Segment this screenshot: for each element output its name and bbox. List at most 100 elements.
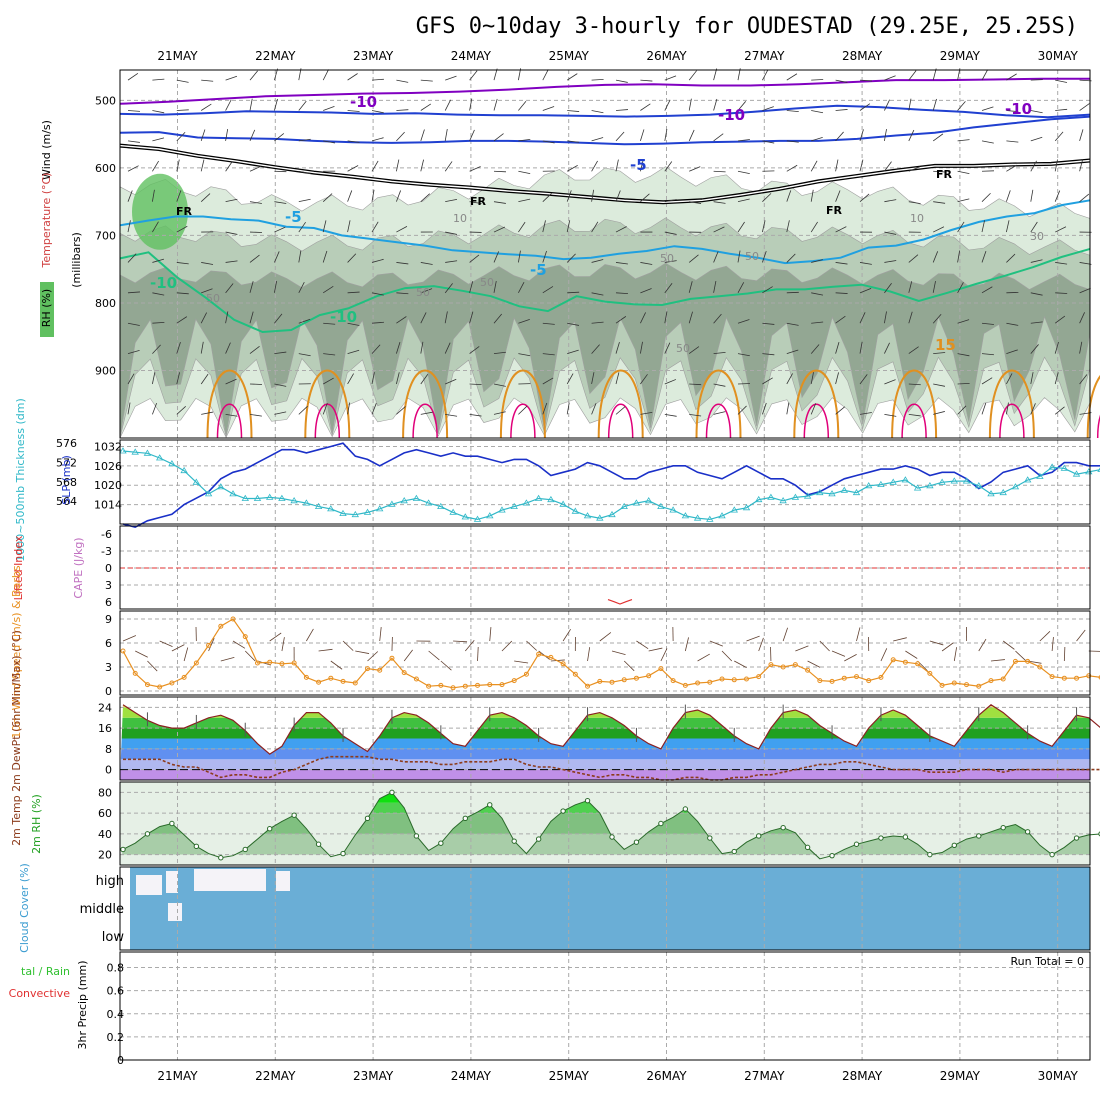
thickness-point [486, 512, 494, 519]
wind-barb [493, 133, 504, 142]
surface-wind-barb [709, 640, 723, 647]
lifted-index-line [607, 599, 633, 605]
surface-wind-barb [464, 639, 475, 652]
rh2m-point [144, 831, 151, 837]
wind-barb [859, 262, 872, 265]
wind-barb [1030, 403, 1036, 415]
wind-barb [859, 103, 871, 111]
wind-barb [1006, 402, 1009, 415]
wind-barb [1030, 221, 1038, 233]
wind-barb [884, 199, 897, 203]
surface-wind-barb [623, 660, 635, 672]
wind-barb [274, 313, 283, 324]
wind-barb [957, 198, 970, 203]
panel-precip [119, 951, 1091, 1061]
wind-barb [762, 106, 774, 111]
thickness-point [119, 447, 127, 454]
wind-barb [493, 383, 506, 387]
wind-barb [445, 413, 458, 417]
rh2m-point [1073, 835, 1080, 841]
wind-label: Wind (m/s) [40, 120, 53, 180]
surface-wind-barb [636, 640, 649, 650]
wind-speed-point [279, 661, 285, 667]
wind-barb [298, 198, 311, 203]
date-label-top: 22MAY [255, 49, 296, 63]
precip-tick: 0.6 [107, 985, 125, 998]
wind-barb [615, 190, 621, 202]
thickness-point [547, 495, 555, 503]
wind-barb [567, 349, 579, 354]
surface-wind-barb [660, 648, 668, 662]
wind-barb [664, 311, 668, 324]
wind-barb [469, 254, 480, 263]
surface-wind-barb [1002, 640, 1015, 650]
wind-barb [347, 190, 353, 202]
cape-axis-label: CAPE (J/kg) [72, 537, 85, 598]
temperature-contour-hot [1096, 414, 1100, 439]
wind-barb [762, 250, 767, 263]
surface-wind-barb [330, 660, 343, 670]
thickness-point [864, 482, 873, 489]
precip-tick: 0.8 [107, 962, 125, 975]
wind-barb [957, 170, 970, 175]
wind-barb [859, 159, 864, 172]
temp-band [120, 707, 1090, 718]
wind-barb [469, 98, 473, 111]
surface-wind-barb [208, 638, 215, 652]
panel-cloud [119, 866, 1091, 951]
thickness-point [620, 502, 628, 510]
wind-barb [518, 198, 531, 203]
wind-barb [1054, 190, 1061, 202]
thickness-point [926, 482, 934, 489]
wind-barb [591, 259, 604, 263]
thickness-point [204, 490, 213, 497]
wind-barb [688, 311, 693, 324]
temperature-contour-label: -10 [718, 106, 745, 124]
surface-wind-barb [306, 628, 314, 642]
temp-tick: 8 [105, 743, 112, 756]
wind-barb [249, 413, 262, 417]
wind-barb [298, 170, 311, 175]
wind-barb [322, 69, 329, 81]
wind-barb [933, 411, 945, 415]
wind-speed-point [805, 667, 811, 673]
wind-barb [884, 379, 896, 385]
thickness-line [122, 450, 1100, 521]
wind-barb [176, 292, 189, 295]
temperature-contour-warm [988, 369, 1035, 439]
wind-speed-line [122, 618, 1100, 689]
wind-barb [908, 311, 913, 324]
wind-barb [713, 280, 717, 293]
wind-barb [1054, 131, 1064, 142]
wind-barb [908, 346, 919, 354]
panel-wind10 [119, 610, 1091, 696]
wind-barb [1055, 292, 1068, 294]
rh2m-point [169, 820, 175, 827]
wind-speed-point [230, 616, 236, 622]
rh2m-point [242, 846, 248, 853]
wind-barb [908, 201, 921, 205]
rh2m-point [462, 815, 468, 822]
surface-wind-barb [562, 628, 571, 642]
thickness-point [706, 515, 714, 522]
surface-wind-barb [721, 650, 733, 662]
wind-barb [445, 198, 458, 203]
wind-speed-point [1074, 675, 1080, 681]
freezing-level-label: FR [826, 204, 843, 217]
wind-barb [933, 226, 945, 233]
wind-barb [347, 373, 354, 385]
wind-speed-point [951, 680, 957, 686]
surface-wind-barb [758, 637, 764, 652]
wind-barb [884, 311, 887, 324]
wind-barb [274, 280, 278, 293]
wind-barb [908, 129, 915, 142]
thickness-point [412, 494, 421, 501]
wind-barb [127, 140, 140, 143]
lifted-index-tick: 6 [105, 596, 112, 609]
wind-barb [518, 100, 527, 111]
wind-barb [591, 344, 600, 354]
slp-tick: 1032 [94, 440, 122, 453]
wind-barb [1006, 190, 1011, 202]
wind-barb [445, 75, 457, 81]
wind-speed-point [413, 676, 419, 682]
